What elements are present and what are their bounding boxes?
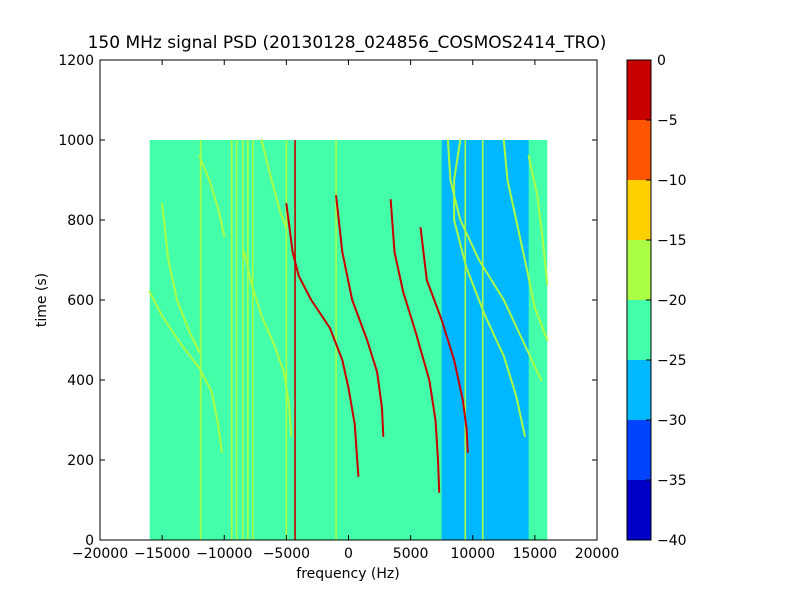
colorbar: 0 −5 −10 −15 −20 −25 −30 −35 −40 xyxy=(626,53,687,549)
colorbar-segment xyxy=(627,360,651,420)
colorbar-segment xyxy=(627,180,651,240)
y-tick-label: 400 xyxy=(67,373,94,389)
x-tick-label: 10000 xyxy=(450,546,495,562)
doppler-trace xyxy=(453,139,526,437)
y-tick-label: 1000 xyxy=(58,133,94,149)
colorbar-tick-label: −35 xyxy=(657,473,687,489)
colorbar-tick-label: −20 xyxy=(657,293,687,309)
doppler-trace xyxy=(335,195,385,437)
colorbar-segment xyxy=(627,120,651,180)
x-axis: −20000 −15000 −10000 −5000 0 5000 10000 15000 20… xyxy=(72,60,619,562)
x-tick-label: −5000 xyxy=(263,546,310,562)
y-tick-label: 0 xyxy=(85,533,94,549)
colorbar-tick-label: −30 xyxy=(657,413,687,429)
plot-area xyxy=(99,59,598,541)
colorbar-tick-label: −15 xyxy=(657,233,687,249)
y-tick-label: 800 xyxy=(67,213,94,229)
colorbar-segment xyxy=(627,240,651,300)
colorbar-tick-label: −5 xyxy=(657,113,678,129)
x-tick-label: 5000 xyxy=(393,546,429,562)
y-axis-title: time (s) xyxy=(34,273,50,327)
x-tick-label: −15000 xyxy=(134,546,190,562)
x-tick-label: −20000 xyxy=(72,546,128,562)
doppler-trace xyxy=(446,139,543,381)
x-tick-label: 15000 xyxy=(513,546,558,562)
colorbar-tick-label: −10 xyxy=(657,173,687,189)
x-tick-label: −10000 xyxy=(196,546,252,562)
doppler-trace xyxy=(260,139,288,229)
doppler-trace xyxy=(527,155,549,285)
doppler-trace xyxy=(419,227,469,453)
doppler-trace xyxy=(502,139,549,341)
doppler-trace xyxy=(389,199,441,493)
y-tick-label: 1200 xyxy=(58,53,94,69)
colorbar-segment xyxy=(627,480,651,540)
doppler-trace xyxy=(243,251,293,437)
doppler-trace xyxy=(148,291,223,453)
y-axis: 0 200 400 600 800 1000 1200 xyxy=(58,53,597,549)
y-tick-label: 600 xyxy=(67,293,94,309)
colorbar-tick-label: −40 xyxy=(657,533,687,549)
x-tick-label: 0 xyxy=(344,546,353,562)
x-axis-title: frequency (Hz) xyxy=(296,566,399,582)
colorbar-segment xyxy=(627,420,651,480)
colorbar-tick-label: −25 xyxy=(657,353,687,369)
doppler-trace xyxy=(161,203,201,353)
doppler-trace xyxy=(285,203,360,477)
colorbar-segment xyxy=(627,60,651,120)
colorbar-segment xyxy=(627,300,651,360)
y-tick-label: 200 xyxy=(67,453,94,469)
colorbar-tick-label: 0 xyxy=(657,53,666,69)
doppler-trace xyxy=(198,155,226,237)
x-tick-label: 20000 xyxy=(575,546,620,562)
chart-title: 150 MHz signal PSD (20130128_024856_COSM… xyxy=(88,33,607,53)
